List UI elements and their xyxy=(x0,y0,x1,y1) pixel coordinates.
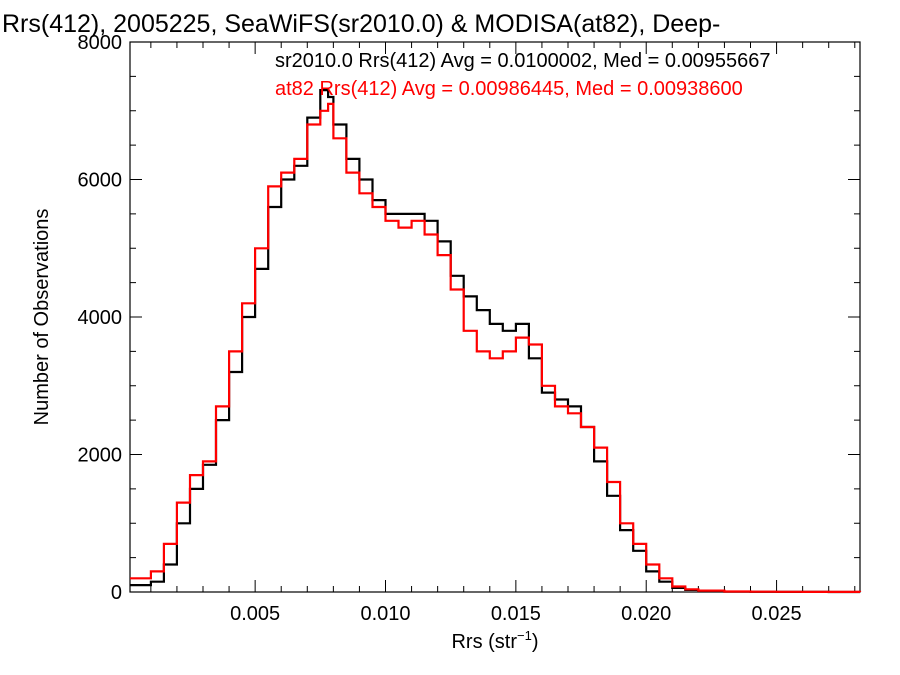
chart-title: Rrs(412), 2005225, SeaWiFS(sr2010.0) & M… xyxy=(2,10,720,38)
x-tick-label: 0.025 xyxy=(752,603,802,625)
y-tick-label: 2000 xyxy=(78,445,123,467)
legend-entry-1: at82 Rrs(412) Avg = 0.00986445, Med = 0.… xyxy=(275,78,743,100)
x-tick-label: 0.005 xyxy=(230,603,280,625)
tick-labels: 0.005 0.010 0.015 0.020 0.025 0 2000 4000 6000 80… xyxy=(78,32,802,625)
x-axis-label-superscript: −1 xyxy=(517,628,532,643)
series-line-0 xyxy=(130,89,860,594)
series-line-1 xyxy=(130,102,862,593)
plot-frame xyxy=(129,41,861,593)
x-axis-label: Rrs (str−1) xyxy=(451,628,538,653)
axis-ticks xyxy=(130,41,860,593)
y-tick-label: 4000 xyxy=(78,307,123,329)
x-tick-label: 0.020 xyxy=(621,603,671,625)
y-axis-label: Number of Observations xyxy=(31,209,53,426)
y-tick-label: 0 xyxy=(111,582,122,604)
series-layer xyxy=(130,89,862,594)
x-tick-label: 0.010 xyxy=(360,603,410,625)
y-tick-label: 6000 xyxy=(78,170,123,192)
y-tick-label: 8000 xyxy=(78,32,123,54)
legend-entry-0: sr2010.0 Rrs(412) Avg = 0.0100002, Med =… xyxy=(275,50,771,72)
x-tick-label: 0.015 xyxy=(491,603,541,625)
